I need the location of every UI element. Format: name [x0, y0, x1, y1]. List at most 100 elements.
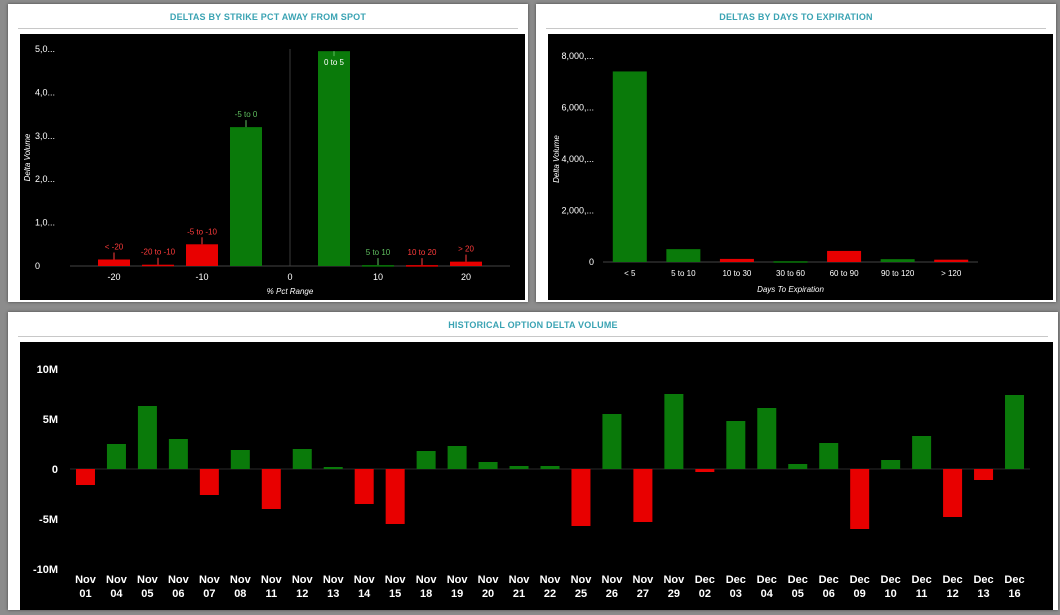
x-tick-month: Nov [478, 574, 500, 586]
bar [406, 265, 438, 267]
bar [602, 414, 622, 469]
y-tick-label: 1,0... [35, 218, 55, 228]
bar [633, 469, 653, 522]
x-tick-label: < 5 [624, 269, 636, 278]
x-tick-month: Nov [323, 574, 345, 586]
bar [757, 408, 777, 469]
strike-chart: 0 1,0... 2,0... 3,0... 4,0... 5,0... -20 -10 0 10… [23, 44, 510, 296]
y-tick-label: 0 [52, 464, 58, 476]
x-tick-day: 14 [358, 588, 371, 600]
x-tick-label: 30 to 60 [776, 269, 805, 278]
x-tick-day: 08 [234, 588, 246, 600]
x-tick-month: Nov [168, 574, 190, 586]
y-axis-title: Delta Volume [23, 133, 32, 181]
x-tick-day: 12 [296, 588, 308, 600]
y-tick-label: 2,0... [35, 174, 55, 184]
bar [726, 421, 746, 469]
bar [934, 259, 969, 262]
bar-label: -5 to -10 [187, 227, 217, 236]
bar-label: 10 to 20 [408, 248, 437, 257]
x-tick-month: Nov [75, 574, 97, 586]
bar [819, 443, 839, 469]
x-tick-month: Nov [540, 574, 562, 586]
x-tick-month: Nov [199, 574, 221, 586]
x-tick-month: Dec [695, 574, 715, 586]
x-tick-month: Dec [881, 574, 901, 586]
x-tick-day: 06 [172, 588, 184, 600]
bar [912, 436, 932, 469]
x-tick-month: Nov [447, 574, 469, 586]
x-axis-title: Days To Expiration [757, 285, 824, 294]
bar [199, 469, 219, 495]
days-chart-area: 0 2,000,... 4,000,... 6,000,... 8,000,... Del… [548, 34, 1053, 300]
bar [75, 469, 95, 485]
bar [137, 406, 157, 469]
bar-label: 0 to 5 [324, 58, 345, 67]
x-tick-month: Nov [230, 574, 252, 586]
bar [292, 449, 312, 469]
x-tick-month: Nov [509, 574, 531, 586]
y-tick-label: -10M [33, 564, 58, 576]
x-tick-month: Nov [571, 574, 593, 586]
x-tick-label: 20 [461, 272, 471, 282]
x-tick-month: Dec [850, 574, 870, 586]
x-tick-day: 21 [513, 588, 525, 600]
x-tick-day: 07 [203, 588, 215, 600]
bar [230, 450, 250, 469]
x-tick-label: 90 to 120 [881, 269, 915, 278]
x-tick-label: 0 [287, 272, 292, 282]
days-panel-title: DELTAS BY DAYS TO EXPIRATION [546, 12, 1046, 29]
x-tick-day: 04 [761, 588, 774, 600]
x-tick-day: 19 [451, 588, 463, 600]
y-tick-label: 0 [35, 261, 40, 271]
x-tick-day: 03 [730, 588, 742, 600]
x-tick-day: 04 [110, 588, 123, 600]
bar [362, 265, 394, 267]
history-chart: 10M 5M 0 -5M -10M Nov 01 Nov 04 Nov 05 Nov 06 Nov 07 No… [33, 364, 1030, 600]
bar [450, 261, 482, 266]
bar [773, 261, 808, 263]
x-tick-day: 12 [946, 588, 958, 600]
bar [881, 460, 901, 469]
bar-label: > 20 [458, 245, 474, 254]
x-tick-month: Nov [292, 574, 314, 586]
bar [318, 51, 350, 266]
bar [447, 446, 467, 469]
bar [186, 244, 218, 266]
bar-label: 5 to 10 [366, 248, 391, 257]
x-tick-month: Dec [973, 574, 993, 586]
x-tick-month: Dec [788, 574, 808, 586]
x-tick-day: 02 [699, 588, 711, 600]
x-tick-month: Nov [633, 574, 655, 586]
x-tick-month: Nov [602, 574, 624, 586]
x-tick-day: 16 [1008, 588, 1020, 600]
bar [261, 469, 281, 509]
x-tick-label: -20 [107, 272, 120, 282]
x-tick-month: Nov [385, 574, 407, 586]
x-axis-title: % Pct Range [267, 287, 314, 296]
x-tick-label: > 120 [941, 269, 962, 278]
x-tick-day: 29 [668, 588, 680, 600]
bar [1005, 395, 1025, 469]
bar [478, 462, 498, 469]
bar [168, 439, 188, 469]
bar [664, 394, 684, 469]
history-panel-title: HISTORICAL OPTION DELTA VOLUME [18, 320, 1048, 337]
x-tick-day: 11 [916, 588, 928, 600]
strike-panel-title: DELTAS BY STRIKE PCT AWAY FROM SPOT [18, 12, 518, 29]
bar [540, 466, 560, 469]
y-tick-label: 3,0... [35, 131, 55, 141]
x-tick-month: Dec [819, 574, 839, 586]
y-tick-label: 5M [43, 414, 58, 426]
bar [142, 264, 174, 267]
x-tick-label: 10 to 30 [722, 269, 751, 278]
bar [323, 467, 343, 469]
bar [612, 71, 647, 262]
days-chart: 0 2,000,... 4,000,... 6,000,... 8,000,... Del… [552, 51, 978, 294]
y-tick-label: 5,0... [35, 44, 55, 54]
x-tick-day: 11 [265, 588, 277, 600]
x-tick-day: 05 [141, 588, 153, 600]
x-tick-day: 15 [389, 588, 401, 600]
bar [230, 127, 262, 267]
bar [788, 464, 808, 469]
